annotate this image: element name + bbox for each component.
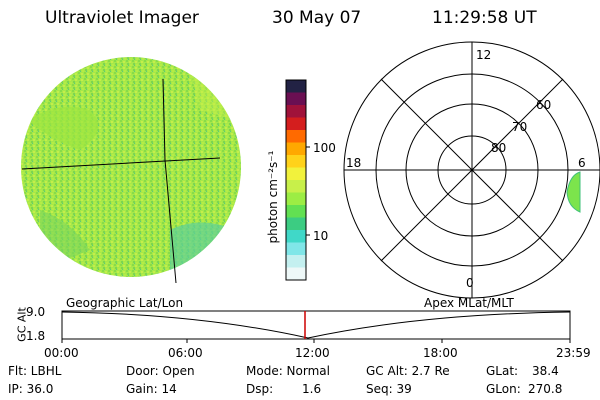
altitude-plot xyxy=(61,310,571,343)
altitude-plot-frame xyxy=(61,310,571,340)
mlt-label-12: 12 xyxy=(476,48,492,62)
colorbar-segment xyxy=(286,167,306,181)
app-title: Ultraviolet Imager xyxy=(45,8,199,28)
colorbar-segment xyxy=(286,242,306,256)
colorbar-tick-10: 10 xyxy=(313,229,329,243)
colorbar-segment xyxy=(286,180,306,193)
mode-info: Mode: Normal xyxy=(246,364,330,378)
polar-diagonal-2 xyxy=(380,78,564,262)
mlt-label-0: 0 xyxy=(466,276,474,290)
glat-value: 38.4 xyxy=(532,364,559,378)
latitude-line xyxy=(21,157,221,170)
dsp-value: 1.6 xyxy=(302,382,322,396)
glon-label: GLon: xyxy=(486,382,521,396)
lat-label-70: 70 xyxy=(512,120,528,134)
aurora-blob xyxy=(566,171,581,213)
colorbar xyxy=(285,79,310,281)
colorbar-segment xyxy=(286,105,306,118)
polar-plot xyxy=(343,41,600,299)
dsp-label: Dsp: xyxy=(246,382,274,396)
colorbar-segment xyxy=(286,117,306,131)
altitude-xtick: 18:00 xyxy=(423,346,458,360)
observation-date: 30 May 07 xyxy=(272,8,362,28)
mlt-label-18: 18 xyxy=(346,156,362,170)
colorbar-segment xyxy=(286,80,306,93)
gain-info: Gain: 14 xyxy=(126,382,177,396)
colorbar-segment xyxy=(286,205,306,218)
mlt-label-6: 6 xyxy=(578,156,586,170)
glon-value: 270.8 xyxy=(528,382,563,396)
gc-alt-info: GC Alt: 2.7 Re xyxy=(366,364,450,378)
colorbar-tick-100: 100 xyxy=(313,141,336,155)
filter-info: Flt: LBHL xyxy=(8,364,62,378)
observation-time: 11:29:58 UT xyxy=(432,8,537,28)
colorbar-segment xyxy=(286,217,306,231)
altitude-xtick: 06:00 xyxy=(168,346,203,360)
lat-label-60: 60 xyxy=(536,98,552,112)
ip-info: IP: 36.0 xyxy=(8,382,54,396)
seq-info: Seq: 39 xyxy=(366,382,412,396)
colorbar-segment xyxy=(286,92,306,106)
colorbar-segment xyxy=(286,142,306,156)
altitude-xtick: 23:59 xyxy=(556,346,591,360)
altitude-xtick: 12:00 xyxy=(295,346,330,360)
colorbar-segment xyxy=(286,192,306,206)
geographic-label: Geographic Lat/Lon xyxy=(66,296,184,310)
altitude-xtick: 00:00 xyxy=(44,346,79,360)
lat-label-80: 80 xyxy=(491,141,507,155)
altitude-curve xyxy=(61,311,571,339)
colorbar-segment xyxy=(286,155,306,168)
apex-label: Apex MLat/MLT xyxy=(424,296,514,310)
altitude-ytick-min: 1.8 xyxy=(26,329,46,343)
colorbar-segment xyxy=(286,255,306,268)
altitude-ytick-max: 9.0 xyxy=(26,305,46,319)
colorbar-segment xyxy=(286,267,306,281)
colorbar-segment xyxy=(286,130,306,143)
glat-label: GLat: xyxy=(486,364,519,378)
door-info: Door: Open xyxy=(126,364,195,378)
longitude-line xyxy=(162,78,177,284)
colorbar-frame xyxy=(285,79,307,281)
colorbar-segment xyxy=(286,230,306,243)
colorbar-unit-label: photon cm⁻²s⁻¹ xyxy=(266,150,280,244)
earth-disc-image xyxy=(21,57,241,284)
